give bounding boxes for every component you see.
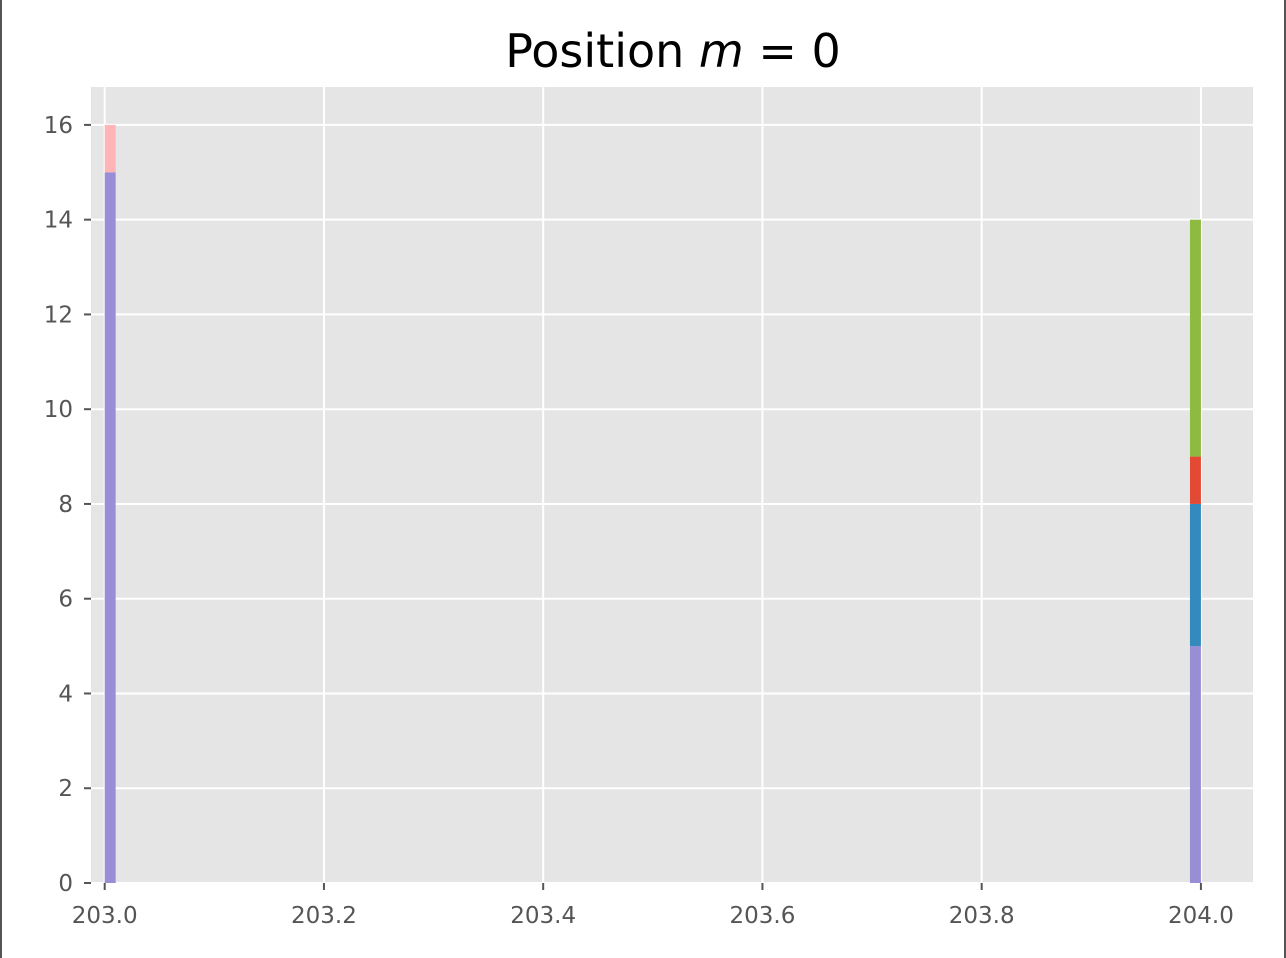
- chart-title: Position m = 0: [505, 24, 841, 78]
- plot-area: [91, 87, 1253, 883]
- title-math-variable: m: [699, 24, 744, 78]
- y-tick-label: 8: [58, 492, 73, 518]
- x-axis: 203.0 203.2 203.4 203.6 203.8 204.0: [72, 883, 1234, 929]
- x-tick-label: 203.4: [510, 903, 576, 929]
- x-tick-label: 203.0: [72, 903, 138, 929]
- bar-segment-0-0: [104, 172, 116, 884]
- y-tick-label: 14: [44, 208, 73, 234]
- y-tick-label: 0: [58, 871, 73, 897]
- x-tick-label: 203.2: [291, 903, 357, 929]
- x-tick-label: 204.0: [1168, 903, 1234, 929]
- bar-segment-1-2: [1189, 456, 1201, 504]
- histogram-bars: [104, 124, 1201, 884]
- x-tick-label: 203.8: [949, 903, 1015, 929]
- bar-segment-0-1: [104, 124, 116, 173]
- y-axis: 0 2 4 6 8 10 12 14 16: [44, 113, 91, 897]
- bar-segment-1-0: [1189, 646, 1201, 883]
- y-tick-label: 12: [44, 302, 73, 328]
- grid-lines: [91, 87, 1253, 884]
- y-tick-label: 4: [58, 681, 73, 707]
- y-tick-label: 10: [44, 397, 73, 423]
- y-tick-label: 6: [58, 587, 73, 613]
- y-tick-label: 2: [58, 776, 73, 802]
- bar-segment-1-1: [1189, 503, 1201, 647]
- y-tick-label: 16: [44, 113, 73, 139]
- x-tick-label: 203.6: [730, 903, 796, 929]
- bar-segment-1-3: [1189, 219, 1201, 457]
